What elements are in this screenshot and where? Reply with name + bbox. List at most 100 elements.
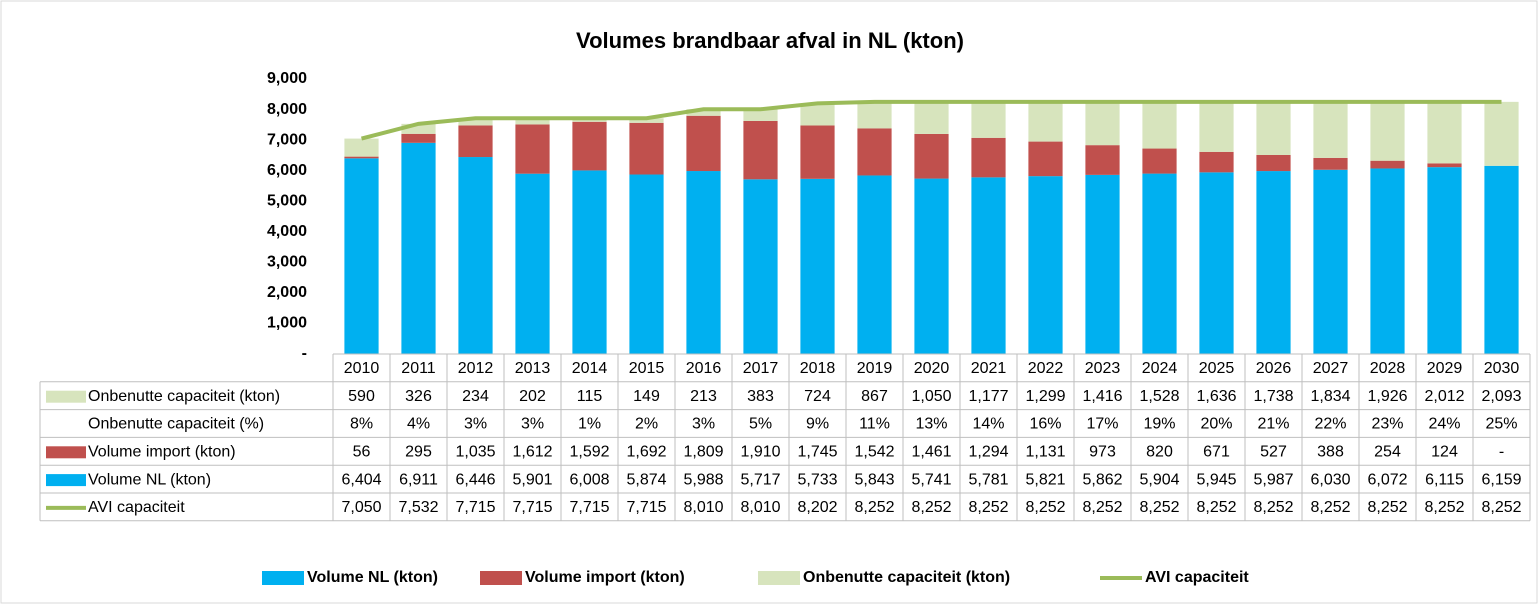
table-cell: 1,738	[1253, 388, 1293, 405]
table-cell: 7,715	[626, 499, 666, 516]
table-cell: 7,532	[398, 499, 438, 516]
bar	[1028, 141, 1063, 177]
bar	[629, 174, 664, 354]
table-cell: 7,715	[455, 499, 495, 516]
table-cell: 1%	[578, 416, 601, 433]
legend-key	[46, 390, 86, 403]
table-cell: 6,115	[1425, 471, 1464, 488]
x-tick-label: 2013	[515, 360, 551, 377]
bar	[401, 142, 436, 354]
table-row-label: Onbenutte capaciteit (kton)	[88, 388, 280, 405]
table-cell: 8%	[350, 416, 373, 433]
table-cell: 590	[348, 388, 375, 405]
bar	[572, 170, 607, 354]
table-cell: 1,926	[1367, 388, 1407, 405]
x-tick-label: 2023	[1085, 360, 1121, 377]
table-cell: 8,252	[1367, 499, 1407, 516]
bar	[1142, 173, 1177, 354]
x-tick-label: 2011	[401, 360, 436, 377]
bar	[971, 177, 1006, 354]
table-cell: 1,461	[911, 444, 951, 461]
table-cell: 5,862	[1082, 471, 1122, 488]
table-cell: 3%	[464, 416, 487, 433]
bar	[1028, 101, 1063, 142]
bar	[1199, 172, 1234, 354]
bar	[1085, 145, 1120, 175]
bar	[800, 103, 835, 126]
legend-key	[758, 571, 800, 585]
table-cell: 1,528	[1139, 388, 1179, 405]
bar	[401, 133, 436, 143]
table-cell: 5,821	[1025, 471, 1065, 488]
table-cell: 1,692	[626, 444, 666, 461]
table-cell: 1,542	[854, 444, 894, 461]
legend-key	[46, 474, 86, 487]
x-tick-label: 2021	[971, 360, 1007, 377]
table-row-label: Volume import (kton)	[88, 444, 236, 461]
x-tick-label: 2018	[800, 360, 836, 377]
table-cell: 7,050	[341, 499, 381, 516]
table-cell: 8,010	[740, 499, 780, 516]
table-cell: 5,733	[797, 471, 837, 488]
table-cell: 326	[405, 388, 432, 405]
table-cell: 23%	[1371, 416, 1403, 433]
table-cell: 724	[804, 388, 831, 405]
table-cell: 388	[1317, 444, 1344, 461]
bar	[1370, 168, 1405, 354]
table-cell: 5,843	[854, 471, 894, 488]
legend-label: Volume NL (kton)	[307, 569, 438, 586]
bar	[344, 138, 379, 157]
table-cell: 21%	[1257, 416, 1289, 433]
table-cell: 2%	[635, 416, 658, 433]
legend-label: AVI capaciteit	[1145, 569, 1249, 586]
bar	[572, 121, 607, 171]
table-cell: 2,012	[1424, 388, 1464, 405]
table-cell: 8,252	[1424, 499, 1464, 516]
bar	[1370, 101, 1405, 161]
bar	[515, 118, 550, 125]
legend-key	[480, 571, 522, 585]
x-tick-label: 2020	[914, 360, 950, 377]
table-row-label: Volume NL (kton)	[88, 471, 211, 488]
x-tick-label: 2029	[1427, 360, 1463, 377]
table-cell: 1,745	[797, 444, 837, 461]
bar	[1142, 101, 1177, 149]
table-cell: 2,093	[1481, 388, 1521, 405]
bar	[629, 118, 664, 123]
table-cell: 5,945	[1196, 471, 1236, 488]
table-cell: -	[1499, 444, 1504, 461]
table-cell: 4%	[407, 416, 430, 433]
table-cell: 8,252	[1481, 499, 1521, 516]
bar	[1484, 165, 1519, 354]
table-cell: 1,834	[1310, 388, 1350, 405]
table-cell: 1,050	[911, 388, 951, 405]
table-cell: 1,131	[1025, 444, 1065, 461]
table-cell: 820	[1146, 444, 1173, 461]
table-cell: 5,987	[1253, 471, 1293, 488]
x-tick-label: 2016	[686, 360, 722, 377]
bar	[800, 125, 835, 179]
legend-key	[262, 571, 304, 585]
table-cell: 202	[519, 388, 546, 405]
table-cell: 6,008	[569, 471, 609, 488]
table-cell: 8,252	[911, 499, 951, 516]
table-cell: 234	[462, 388, 489, 405]
legend-key	[46, 446, 86, 459]
bar	[1028, 176, 1063, 354]
table-cell: 867	[861, 388, 888, 405]
y-tick-label: 2,000	[267, 284, 307, 301]
bar	[914, 178, 949, 354]
table-row-label: AVI capaciteit	[88, 499, 185, 516]
table-cell: 8,202	[797, 499, 837, 516]
x-tick-label: 2024	[1142, 360, 1178, 377]
table-row-label: Onbenutte capaciteit (%)	[88, 416, 264, 433]
table-cell: 6,404	[341, 471, 381, 488]
table-cell: 11%	[859, 416, 890, 433]
table-cell: 115	[577, 388, 603, 405]
table-cell: 6,072	[1367, 471, 1407, 488]
legend-label: Volume import (kton)	[525, 569, 685, 586]
table-cell: 5,741	[911, 471, 951, 488]
bar	[686, 115, 721, 172]
table-cell: 8,252	[1253, 499, 1293, 516]
bar	[1142, 148, 1177, 174]
